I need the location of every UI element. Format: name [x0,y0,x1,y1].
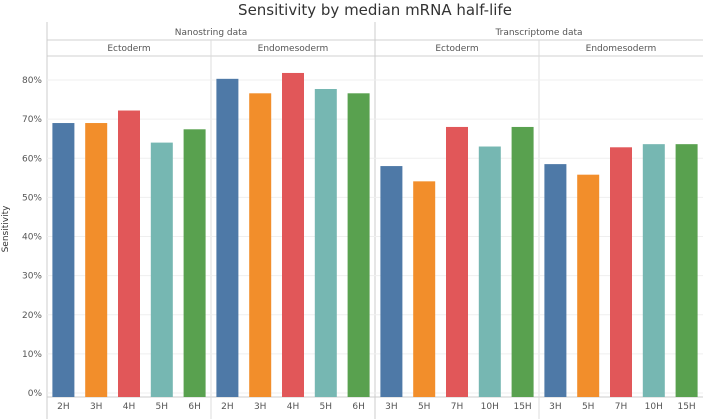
bar [413,181,436,397]
bar [347,93,370,398]
bar [380,166,403,397]
bar [85,123,108,397]
x-tick-label: 7H [615,402,628,412]
x-tick-label: 5H [582,402,595,412]
y-axis-label: Sensitivity [1,205,11,253]
x-tick-label: 5H [156,402,169,412]
x-tick-label: 15H [513,402,531,412]
bar [642,144,665,397]
x-tick-label: 3H [549,402,562,412]
y-tick-label: 30% [22,272,42,282]
bar [150,142,173,397]
panel-header: Ectoderm [107,44,150,54]
x-tick-label: 3H [90,402,103,412]
facet-headers: Nanostring data Ectoderm Endomesoderm Trans… [107,28,656,54]
y-tick-label: 0% [28,389,43,399]
y-tick-label: 50% [22,193,42,203]
y-tick-label: 60% [22,154,42,164]
bar [577,174,600,397]
x-tick-label: 5H [320,402,333,412]
x-tick-label: 2H [221,402,234,412]
x-tick-label: 6H [188,402,201,412]
bar [544,164,567,397]
y-tick-label: 80% [22,76,42,86]
x-tick-label: 6H [352,402,365,412]
x-tick-label: 4H [287,402,300,412]
dataset-header: Transcriptome data [494,28,582,38]
bars [52,72,698,398]
y-tick-label: 20% [22,311,42,321]
x-tick-label: 10H [645,402,663,412]
chart-title: Sensitivity by median mRNA half-life [238,1,512,19]
panel-header: Endomesoderm [586,44,657,54]
bar [446,126,468,397]
bar [610,147,632,397]
panel-header: Ectoderm [435,44,478,54]
panel-header: Endomesoderm [258,44,329,54]
x-tick-label: 4H [123,402,136,412]
bar [52,123,75,397]
x-tick-label: 7H [451,402,464,412]
x-tick-label: 15H [677,402,695,412]
bar [675,144,698,397]
bar [249,93,272,398]
bar [183,129,206,398]
y-tick-label: 10% [22,350,42,360]
y-tick-label: 70% [22,115,42,125]
x-axis: 2H 3H 4H 5H 6H 2H 3H 4H 5H 6H 3H 5H 7H 10H 15H 3H 5H 7H 10… [57,402,696,412]
bar [314,88,337,397]
bar [282,72,304,398]
x-tick-label: 3H [385,402,398,412]
x-tick-label: 10H [481,402,499,412]
y-tick-label: 40% [22,233,42,243]
chart-frame [46,22,703,419]
bar [216,78,239,398]
x-tick-label: 2H [57,402,70,412]
bar [511,126,534,397]
y-axis: 0% 10% 20% 30% 40% 50% 60% 70% 80% [22,76,42,399]
x-tick-label: 3H [254,402,267,412]
dataset-header: Nanostring data [175,28,247,38]
x-tick-label: 5H [418,402,431,412]
bar [118,110,140,397]
bar [478,146,501,397]
